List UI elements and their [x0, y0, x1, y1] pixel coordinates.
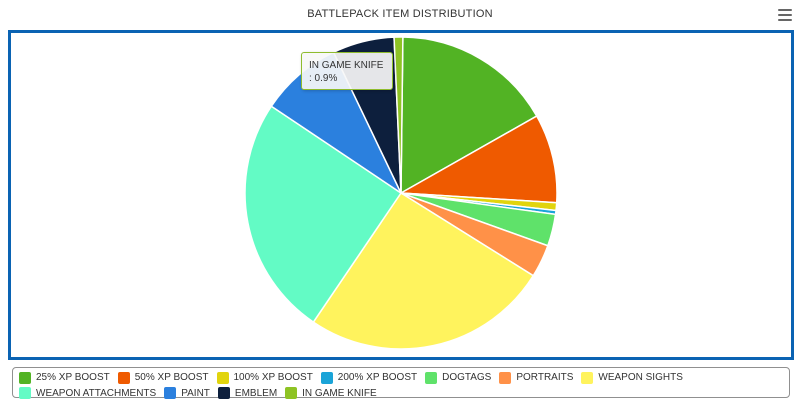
legend-label: 100% XP BOOST [233, 372, 313, 383]
legend-swatch [217, 387, 230, 399]
legend-swatch [19, 387, 31, 399]
legend-label: WEAPON SIGHTS [598, 372, 683, 383]
pie-slice-in-game-knife[interactable] [393, 36, 404, 194]
legend-swatch [320, 371, 333, 384]
pie-slice-25-xp-boost[interactable] [400, 36, 538, 195]
legend-item-25-xp-boost[interactable]: 25% XP BOOST [19, 371, 110, 384]
legend-item-weapon-sights[interactable]: WEAPON SIGHTS [581, 371, 683, 384]
tooltip-value: : 0.9% [309, 73, 338, 84]
legend: 25% XP BOOST 50% XP BOOST 100% XP BOOST 200… [12, 367, 790, 400]
legend-item-emblem[interactable]: EMBLEM [217, 387, 278, 400]
legend-label: 200% XP BOOST [337, 372, 418, 383]
legend-swatch [285, 387, 298, 399]
legend-item-100-xp-boost[interactable]: 100% XP BOOST [216, 371, 313, 384]
legend-item-in-game-knife[interactable]: IN GAME KNIFE [285, 387, 377, 400]
tooltip: IN GAME KNIFE : 0.9% [301, 52, 393, 90]
legend-item-dogtags[interactable]: DOGTAGS [425, 371, 491, 384]
plot-area [8, 30, 794, 360]
legend-item-weapon-attachments[interactable]: WEAPON ATTACHMENTS [19, 387, 156, 400]
menu-icon[interactable] [778, 9, 792, 21]
legend-swatch [499, 371, 512, 384]
legend-swatch [425, 371, 438, 384]
tooltip-name: IN GAME KNIFE [309, 60, 384, 71]
pie-slice-weapon-attachments[interactable] [244, 105, 403, 324]
legend-label: EMBLEM [234, 387, 278, 399]
legend-label: 25% XP BOOST [36, 372, 110, 383]
legend-label: PAINT [181, 387, 210, 399]
legend-item-portraits[interactable]: PORTRAITS [499, 371, 573, 384]
legend-swatch [581, 371, 594, 384]
legend-label: PORTRAITS [516, 372, 574, 383]
legend-item-50-xp-boost[interactable]: 50% XP BOOST [117, 371, 209, 384]
legend-swatch [117, 371, 130, 384]
legend-label: WEAPON ATTACHMENTS [36, 387, 157, 399]
legend-label: DOGTAGS [442, 372, 492, 383]
pie-slice-50-xp-boost[interactable] [398, 115, 558, 204]
pie-chart [244, 36, 558, 350]
legend-label: 50% XP BOOST [134, 372, 209, 383]
pie-slice-weapon-sights[interactable] [312, 191, 535, 350]
legend-item-200-xp-boost[interactable]: 200% XP BOOST [320, 371, 418, 384]
legend-swatch [19, 371, 31, 384]
legend-label: IN GAME KNIFE [302, 387, 377, 399]
chart-title: BATTLEPACK ITEM DISTRIBUTION [307, 8, 493, 20]
legend-swatch [164, 387, 177, 399]
legend-swatch [216, 371, 229, 384]
legend-item-paint[interactable]: PAINT [164, 387, 210, 400]
